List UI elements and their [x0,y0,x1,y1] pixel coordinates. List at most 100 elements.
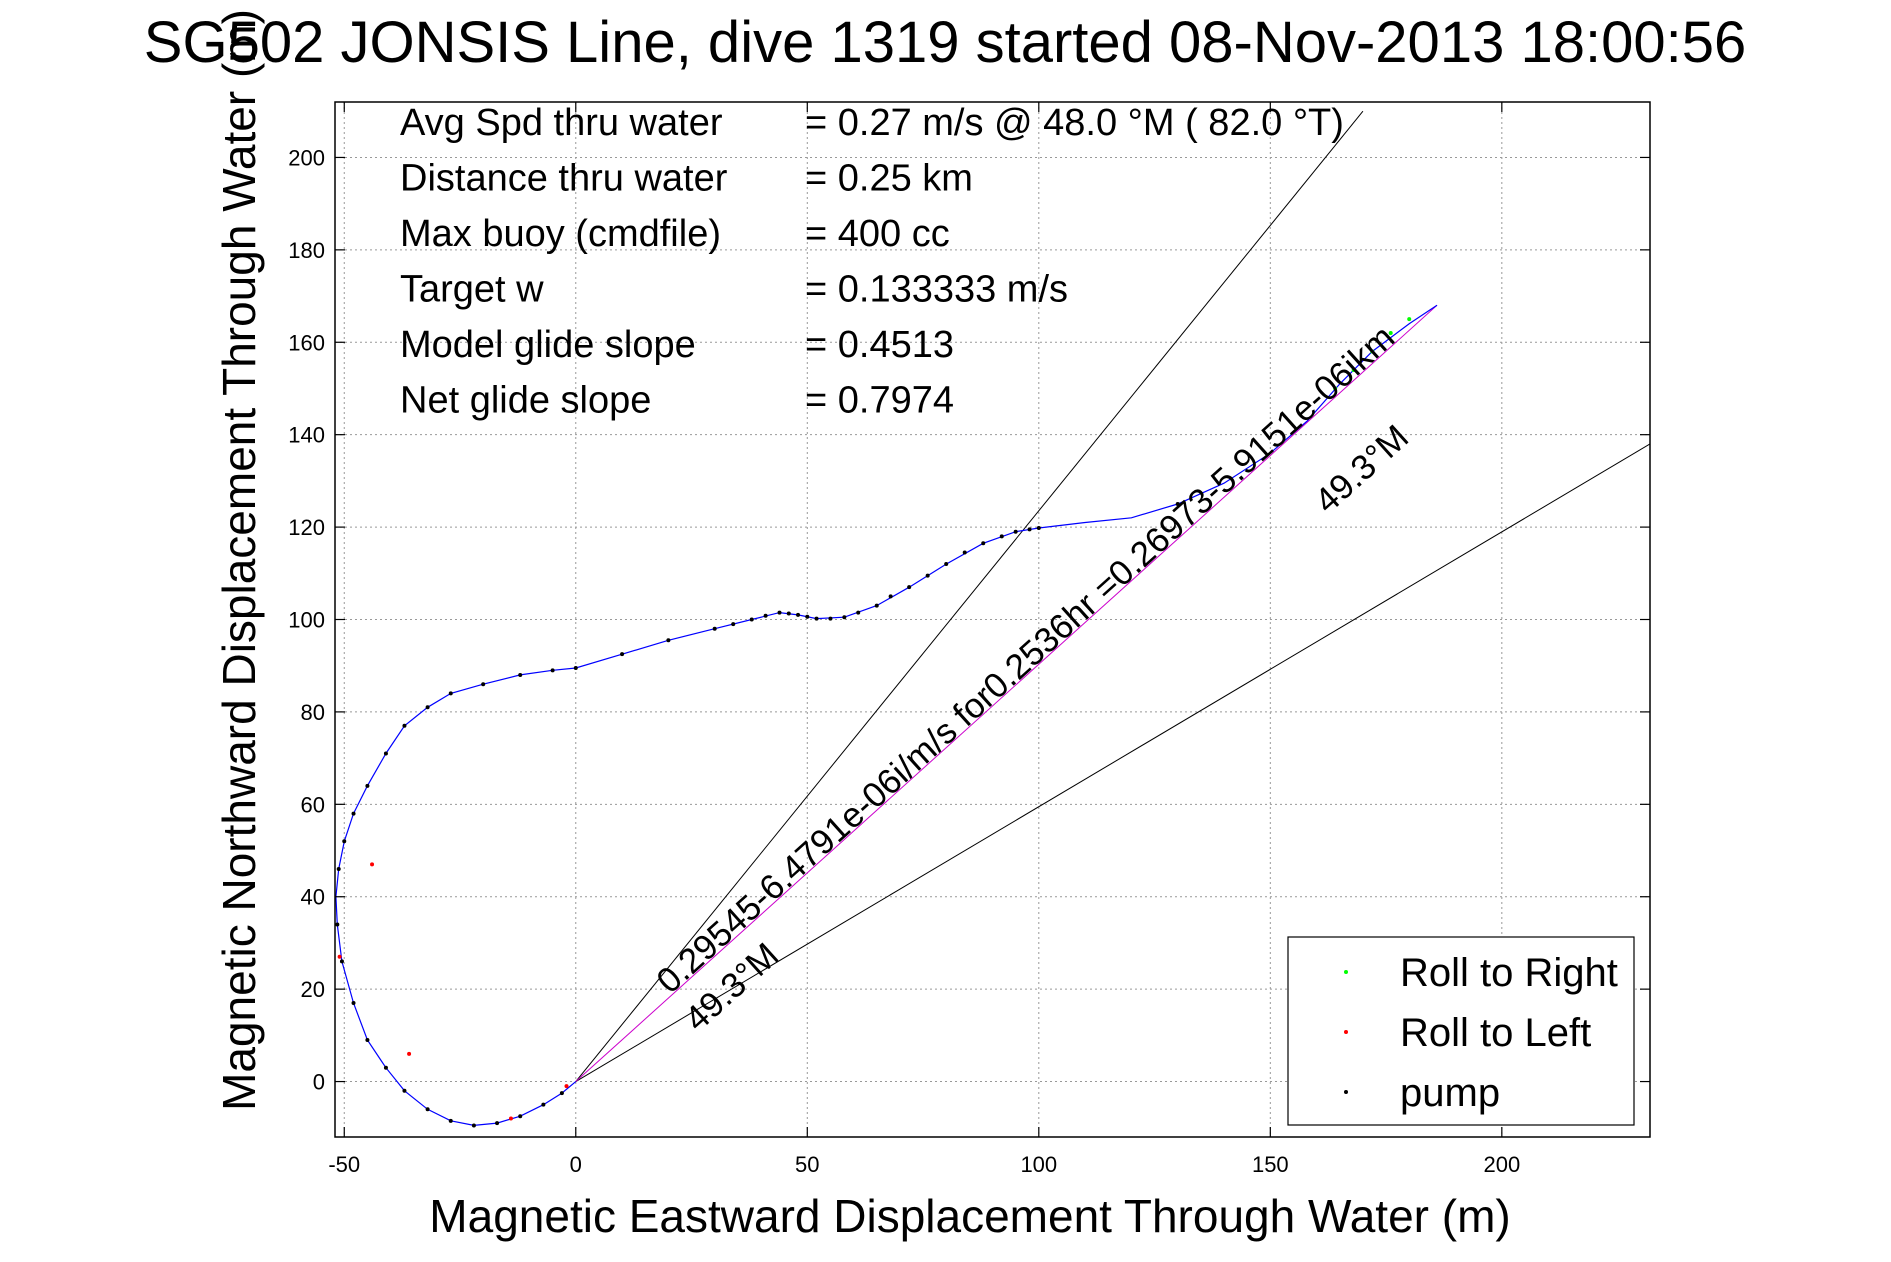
x-tick-label: 0 [570,1152,582,1177]
data-point [471,1123,476,1128]
data-point [749,617,754,622]
data-point [365,1037,370,1042]
legend-marker [1344,970,1348,974]
data-point [805,614,810,619]
reference-lines [575,110,1650,1082]
data-point [944,562,949,567]
data-point [620,652,625,657]
data-point [907,585,912,590]
x-tick-label: 200 [1483,1152,1520,1177]
info-label: Avg Spd thru water [400,102,723,144]
data-point [731,622,736,627]
data-point [370,862,375,867]
data-point [666,638,671,643]
y-tick-label: 140 [288,423,325,448]
axes: -50 0 50 100 150 200 0 20 40 60 80 100 120 140 160 180 2… [288,101,1651,1177]
data-point [999,534,1004,539]
y-tick-label: 20 [301,977,325,1002]
data-point [1175,501,1180,506]
info-label: Target w [400,269,544,311]
x-axis-label: Magnetic Eastward Displacement Through W… [429,1190,1510,1242]
info-value: = 0.4513 [805,324,954,366]
data-point [402,1088,407,1093]
data-point [1351,367,1356,372]
reference-line [575,110,1364,1082]
data-point [351,811,356,816]
data-point [1036,526,1041,531]
data-point [402,723,407,728]
data-point [495,1121,500,1126]
info-value: = 0.25 km [805,158,973,200]
y-tick-label: 80 [301,700,325,725]
legend-label: pump [1400,1071,1500,1115]
data-point [573,666,578,671]
data-point [508,1116,513,1121]
y-tick-label: 160 [288,330,325,355]
data-point [842,615,847,620]
info-value: = 0.133333 m/s [805,269,1068,311]
data-point [342,839,347,844]
info-value: = 400 cc [805,213,950,255]
data-point [888,594,893,599]
info-label: Max buoy (cmdfile) [400,213,721,255]
y-tick-label: 200 [288,145,325,170]
y-axis-label: Magnetic Northward Displacement Through … [213,9,265,1111]
data-point [481,682,486,687]
data-point [1333,386,1338,391]
data-point [796,612,801,617]
data-point [1013,529,1018,534]
data-point [407,1051,412,1056]
info-label: Net glide slope [400,380,651,422]
info-label: Model glide slope [400,324,696,366]
data-point [981,541,986,546]
data-point [874,603,879,608]
info-value: = 0.7974 [805,380,954,422]
data-point [1027,527,1032,532]
data-point [550,668,555,673]
data-point [365,783,370,788]
data-point [763,613,768,618]
chart-title: SG502 JONSIS Line, dive 1319 started 08-… [144,10,1746,75]
info-block: Avg Spd thru water = 0.27 m/s @ 48.0 °M (… [400,102,1344,422]
x-tick-label: 100 [1020,1152,1057,1177]
reference-line [575,443,1650,1082]
data-point [383,1065,388,1070]
data-point [335,922,340,927]
data-point [828,616,833,621]
data-point [925,573,930,578]
y-tick-label: 40 [301,885,325,910]
data-point [564,1084,569,1089]
data-point [777,610,782,615]
heading-annotation-upper: 49.3°M [1307,418,1416,521]
data-point [962,550,967,555]
legend-label: Roll to Left [1400,1011,1591,1055]
data-point [448,691,453,696]
data-point [425,1107,430,1112]
x-tick-label: 150 [1252,1152,1289,1177]
legend-marker [1344,1030,1348,1034]
data-point [383,751,388,756]
x-tick-label: -50 [328,1152,360,1177]
data-point [339,959,344,964]
data-point [448,1118,453,1123]
data-point [518,1114,523,1119]
y-tick-label: 120 [288,515,325,540]
annotations: 0.29545-6.4791e-06i/m/s for0.2536hr =0.2… [649,318,1416,1039]
legend-marker [1344,1090,1348,1094]
legend-label: Roll to Right [1400,951,1618,995]
y-tick-label: 60 [301,792,325,817]
data-point [425,705,430,710]
data-point [336,867,341,872]
data-point [518,672,523,677]
y-tick-label: 100 [288,608,325,633]
y-tick-label: 180 [288,238,325,263]
legend[interactable]: Roll to Right Roll to Left pump [1287,936,1635,1126]
info-label: Distance thru water [400,158,728,200]
data-point [1370,349,1375,354]
data-point [712,626,717,631]
y-tick-label: 0 [313,1070,325,1095]
data-point [337,954,342,959]
data-point [1407,317,1412,322]
data-point [814,616,819,621]
